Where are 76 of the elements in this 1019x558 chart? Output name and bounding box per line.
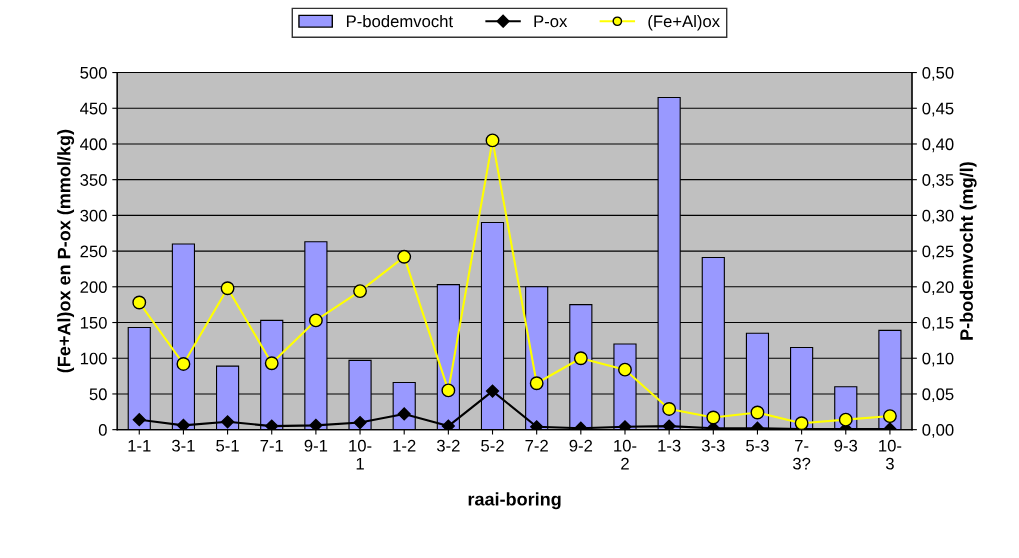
- legend-label: (Fe+Al)ox: [648, 15, 720, 31]
- point: [353, 415, 367, 430]
- point: [662, 419, 676, 430]
- y2-tick-label: 0,15: [922, 316, 954, 331]
- point: [308, 313, 323, 328]
- y-tick-label: 200: [80, 281, 107, 294]
- y-axis-title: (Fe+Al)ox en P-ox (mmol/kg): [57, 129, 75, 373]
- x-tick-label: 3-1: [172, 439, 195, 452]
- x-tick-label: 5-3: [746, 439, 769, 452]
- x-axis-title: raai-boring: [468, 492, 561, 510]
- point: [132, 295, 147, 310]
- point: [750, 405, 765, 420]
- y2-tick-label: 0,45: [922, 102, 954, 117]
- y-tick-label: 0: [98, 424, 107, 436]
- y2-tick-label: 0,05: [922, 388, 954, 403]
- y-tick-label: 500: [80, 66, 107, 79]
- point: [132, 413, 146, 427]
- point: [397, 407, 411, 421]
- y2-tick-label: 0,50: [922, 66, 954, 81]
- x-tick-label: 3-2: [436, 439, 460, 452]
- y2-axis-title: P-bodemvocht (mg/l): [959, 162, 977, 340]
- point: [662, 402, 677, 416]
- point: [882, 409, 897, 424]
- y2-tick-label: 0,30: [922, 209, 954, 224]
- point: [176, 357, 191, 371]
- y2-tick-label: 0,00: [922, 424, 954, 438]
- x-tick-label: 1-3: [658, 439, 681, 452]
- x-tick-label: 10- 3: [879, 439, 902, 470]
- point: [441, 383, 456, 398]
- y-tick-label: 350: [80, 174, 107, 186]
- point: [794, 416, 809, 430]
- point: [264, 356, 279, 371]
- point: [220, 281, 235, 296]
- x-tick-label: 10- 2: [614, 439, 637, 470]
- point: [618, 420, 632, 430]
- y2-tick-label: 0,35: [922, 174, 954, 188]
- point: [529, 376, 544, 391]
- point: [397, 249, 412, 264]
- point: [265, 419, 279, 430]
- point: [530, 420, 544, 430]
- x-tick-label: 5-1: [216, 439, 239, 452]
- legend-label: P-bodemvocht: [346, 15, 453, 28]
- x-tick-label: 3-3: [701, 439, 725, 452]
- y-tick-label: 250: [80, 245, 107, 258]
- point: [485, 384, 500, 398]
- point: [618, 362, 632, 377]
- y-tick-label: 100: [80, 352, 107, 365]
- point: [838, 412, 853, 427]
- x-tick-label: 1-1: [128, 439, 151, 452]
- y-tick-label: 450: [80, 102, 107, 115]
- point: [706, 410, 721, 425]
- point: [176, 418, 191, 430]
- point: [485, 133, 500, 148]
- x-tick-label: 9-2: [569, 439, 593, 452]
- point: [309, 418, 323, 430]
- x-tick-label: 9-3: [834, 439, 858, 452]
- x-tick-label: 5-2: [481, 439, 504, 452]
- x-tick-label: 7-1: [260, 439, 283, 452]
- y-tick-label: 300: [80, 209, 107, 222]
- y2-tick-label: 0,20: [922, 281, 954, 295]
- point: [573, 351, 588, 366]
- x-tick-label: 9-1: [304, 439, 328, 452]
- x-tick-label: 10- 1: [349, 439, 372, 470]
- point: [353, 284, 367, 299]
- point: [441, 419, 455, 430]
- y2-tick-label: 0,40: [922, 138, 954, 153]
- y-tick-label: 150: [80, 316, 107, 329]
- x-tick-label: 7- 3?: [792, 439, 811, 470]
- x-tick-label: 7-2: [525, 439, 548, 452]
- y2-tick-label: 0,10: [922, 352, 954, 367]
- y-tick-label: 50: [89, 388, 107, 401]
- point: [220, 415, 235, 429]
- y-tick-label: 400: [80, 138, 107, 151]
- x-tick-label: 1-2: [393, 439, 416, 452]
- legend-label: P-ox: [534, 15, 568, 28]
- y2-tick-label: 0,25: [922, 245, 954, 260]
